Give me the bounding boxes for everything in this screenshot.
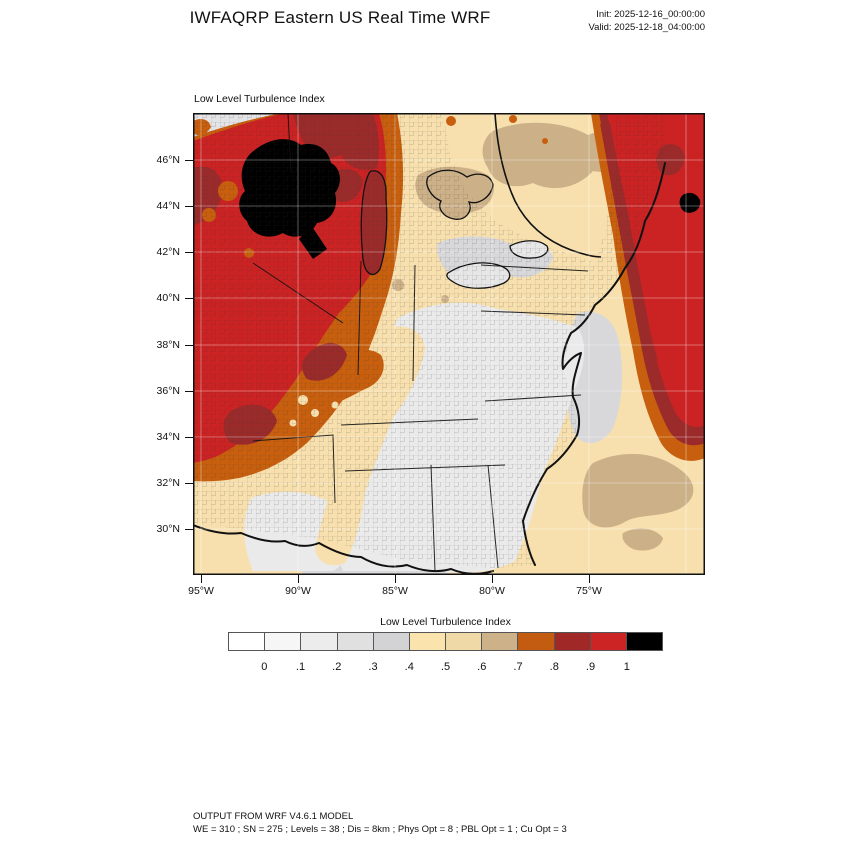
run-time-info: Init: 2025-12-16_00:00:00 Valid: 2025-12… xyxy=(588,9,705,34)
lon-label: 90°W xyxy=(285,585,311,597)
colorbar-cell xyxy=(373,633,410,650)
lat-label: 30°N xyxy=(156,523,180,535)
lat-tick xyxy=(185,390,193,392)
lat-tick xyxy=(185,436,193,438)
model-info-footer: OUTPUT FROM WRF V4.6.1 MODEL WE = 310 ; … xyxy=(193,810,567,836)
map-region-maine-black xyxy=(679,192,701,213)
lon-tick xyxy=(589,575,590,583)
colorbar-cell xyxy=(590,633,627,650)
colorbar-tick-label: .5 xyxy=(440,661,451,673)
lat-label: 34°N xyxy=(156,430,180,443)
lat-label: 46°N xyxy=(156,154,180,166)
lon-label: 75°W xyxy=(576,585,602,597)
colorbar-tick-label: 1 xyxy=(623,661,630,673)
lon-tick xyxy=(395,575,396,583)
colorbar-tick-label: .3 xyxy=(368,661,378,673)
colorbar-tick-label: .4 xyxy=(404,661,414,673)
lat-tick xyxy=(185,206,193,208)
map-border xyxy=(193,113,705,575)
lat-tick xyxy=(185,252,193,254)
colorbar-cell xyxy=(409,633,447,650)
colorbar xyxy=(228,632,663,651)
colorbar-cell xyxy=(626,633,663,650)
lat-tick xyxy=(185,160,193,161)
lat-label: 36°N xyxy=(156,384,180,397)
colorbar-title: Low Level Turbulence Index xyxy=(380,616,511,628)
lat-tick xyxy=(185,529,193,530)
colorbar-tick-label: .9 xyxy=(585,661,596,673)
map-svg xyxy=(192,112,705,575)
init-time-label: Init: 2025-12-16_00:00:00 xyxy=(596,9,705,20)
lat-tick xyxy=(185,482,193,484)
colorbar-cell xyxy=(554,633,591,650)
lon-label: 95°W xyxy=(188,585,214,597)
colorbar-cell xyxy=(229,633,266,650)
colorbar-tick-label: .6 xyxy=(477,661,487,673)
valid-time-label: Valid: 2025-12-18_04:00:00 xyxy=(588,21,705,33)
lon-tick xyxy=(298,575,299,583)
lat-label: 44°N xyxy=(156,200,180,213)
lat-label: 42°N xyxy=(156,246,180,259)
colorbar-cell xyxy=(446,633,483,650)
lat-label: 40°N xyxy=(156,292,180,305)
lon-tick xyxy=(492,575,493,583)
colorbar-tick-label: .8 xyxy=(549,661,559,673)
lon-label: 80°W xyxy=(479,585,505,597)
colorbar-tick-label: 0 xyxy=(261,661,268,673)
lat-label: 38°N xyxy=(156,338,180,351)
colorbar-cell xyxy=(265,633,302,650)
colorbar-cell xyxy=(337,633,374,650)
lat-tick xyxy=(185,298,193,300)
lat-label: 32°N xyxy=(156,476,180,489)
colorbar-tick-label: .7 xyxy=(513,661,523,673)
lat-tick xyxy=(185,344,193,346)
colorbar-tick-label: .2 xyxy=(332,661,342,673)
model-version-line: OUTPUT FROM WRF V4.6.1 MODEL xyxy=(193,811,354,822)
canada-border xyxy=(494,112,602,258)
colorbar-tick-label: .1 xyxy=(295,661,306,673)
model-config-line: WE = 310 ; SN = 275 ; Levels = 38 ; Dis … xyxy=(193,824,567,835)
map-subtitle: Low Level Turbulence Index xyxy=(194,93,325,105)
colorbar-cell xyxy=(301,633,338,650)
colorbar-cell xyxy=(482,633,519,650)
page-title: IWFAQRP Eastern US Real Time WRF xyxy=(189,8,491,27)
lon-label: 85°W xyxy=(382,585,408,597)
lon-tick xyxy=(201,575,202,583)
turbulence-map xyxy=(192,112,705,575)
colorbar-cell xyxy=(518,633,555,650)
